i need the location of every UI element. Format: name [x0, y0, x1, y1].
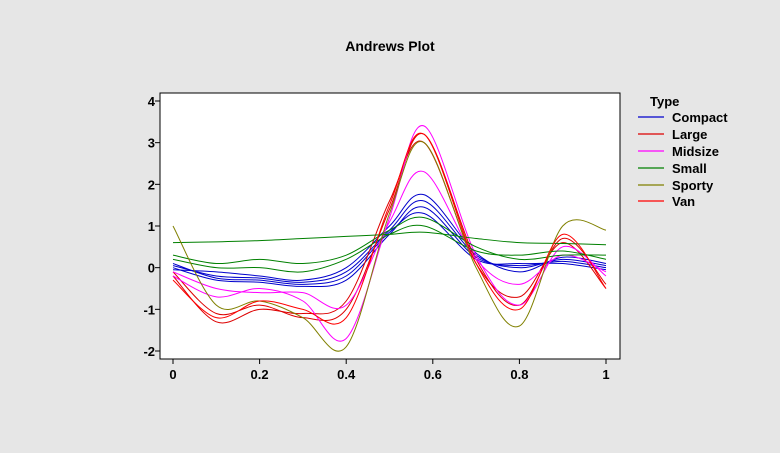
legend-label: Small	[672, 161, 707, 176]
x-tick-label: 0.2	[251, 367, 269, 382]
series-line	[172, 141, 607, 352]
y-tick-label: 1	[148, 219, 155, 234]
x-tick-label: 1	[602, 367, 609, 382]
legend-label: Van	[672, 194, 695, 209]
series-large	[172, 133, 607, 324]
y-tick-label: 0	[148, 261, 155, 276]
series-line	[172, 140, 607, 324]
x-tick-label: 0.6	[424, 367, 442, 382]
series-line	[172, 224, 607, 273]
series-line	[172, 133, 607, 322]
legend-entry: Van	[638, 194, 695, 209]
series-van	[172, 132, 607, 325]
series-small	[172, 216, 607, 273]
series-line	[172, 125, 607, 342]
x-tick-label: 0.8	[510, 367, 528, 382]
legend-entry: Small	[638, 161, 707, 176]
legend-entry: Compact	[638, 110, 728, 125]
legend-entry: Sporty	[638, 178, 714, 193]
legend-label: Compact	[672, 110, 728, 125]
y-tick-label: 2	[148, 177, 155, 192]
x-tick-label: 0.4	[337, 367, 356, 382]
y-tick-label: -2	[143, 344, 155, 359]
y-tick-label: 3	[148, 136, 155, 151]
legend-label: Sporty	[672, 178, 714, 193]
series-line	[172, 212, 607, 285]
chart-title: Andrews Plot	[345, 38, 435, 54]
legend-entry: Large	[638, 127, 707, 142]
x-tick-label: 0	[169, 367, 176, 382]
series-line	[172, 132, 607, 325]
y-tick-label: -1	[143, 302, 155, 317]
y-axis: -2 -1 0 1 2 3 4	[143, 94, 160, 359]
curves-layer	[172, 125, 607, 352]
series-line	[172, 193, 607, 281]
series-sporty	[172, 141, 607, 352]
legend-label: Large	[672, 127, 707, 142]
legend-label: Midsize	[672, 144, 719, 159]
series-midsize	[172, 125, 607, 342]
y-tick-label: 4	[148, 94, 156, 109]
legend-title: Type	[650, 94, 679, 109]
series-line	[172, 170, 607, 309]
legend-entry: Midsize	[638, 144, 719, 159]
x-axis: 0 0.2 0.4 0.6 0.8 1	[169, 359, 610, 382]
series-line	[172, 216, 607, 265]
legend: Type Compact Large Midsize Small Sporty …	[638, 94, 728, 209]
